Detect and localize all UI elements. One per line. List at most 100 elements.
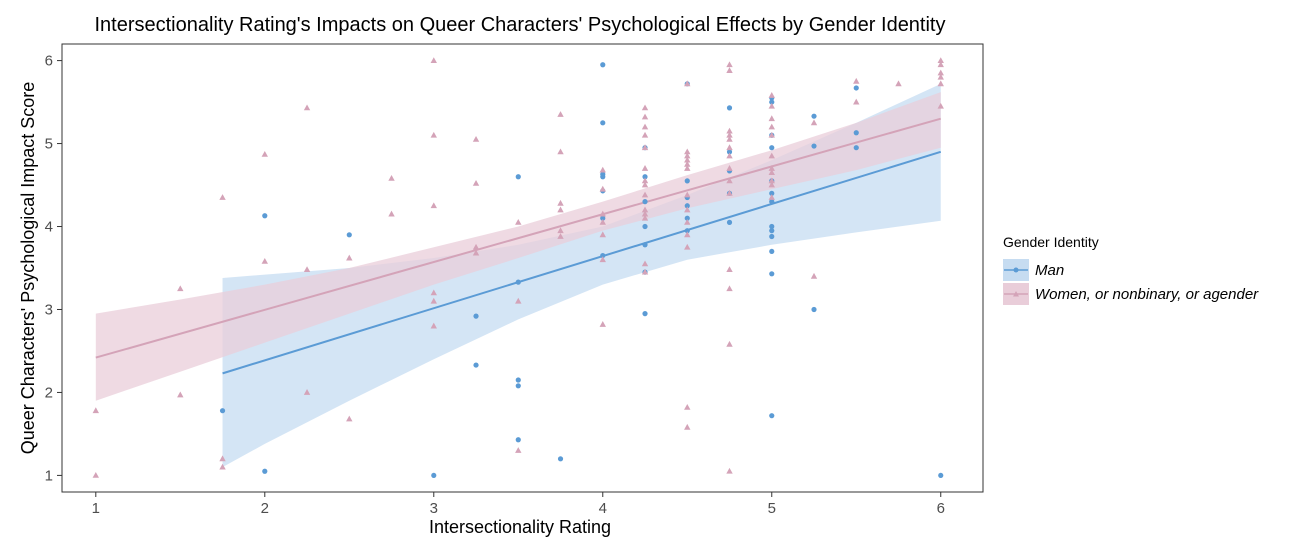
chart-title: Intersectionality Rating's Impacts on Qu… [94,14,946,36]
confidence-band-women-nonbinary-agender [95,92,941,401]
data-point-man [600,120,606,126]
data-point-women-nonbinary-agender [599,256,606,263]
data-point-man [853,145,859,151]
data-point-man [853,85,859,91]
legend: Gender Identity Man Women, or nonbinary,… [1003,234,1258,306]
data-point-women-nonbinary-agender [937,102,944,109]
data-point-man [769,145,775,151]
data-point-women-nonbinary-agender [641,123,649,130]
data-point-women-nonbinary-agender [684,191,691,198]
data-point-women-nonbinary-agender [937,69,944,76]
legend-title: Gender Identity [1003,234,1099,250]
data-point-women-nonbinary-agender [810,272,818,279]
trend-line-man [222,150,942,375]
data-point-man [811,113,817,119]
data-point-man [811,143,817,149]
data-point-women-nonbinary-agender [684,403,691,410]
data-point-women-nonbinary-agender [346,254,353,261]
data-point-women-nonbinary-agender [641,104,649,111]
data-point-man [769,199,775,205]
data-point-women-nonbinary-agender [599,321,606,327]
legend-key-man [1003,259,1029,281]
data-point-women-nonbinary-agender [937,73,944,80]
data-point-women-nonbinary-agender [472,243,480,250]
legend-item-women-nonbinary-agender: Women, or nonbinary, or agender [1003,282,1258,306]
data-point-women-nonbinary-agender [641,214,649,221]
data-point-women-nonbinary-agender [641,260,649,267]
data-point-women-nonbinary-agender [92,472,99,478]
data-point-women-nonbinary-agender [726,67,733,73]
data-point-man [684,178,690,184]
data-point-women-nonbinary-agender [261,257,268,264]
data-point-women-nonbinary-agender [472,179,480,186]
data-point-man [726,105,733,111]
data-point-women-nonbinary-agender [684,80,691,87]
data-point-women-nonbinary-agender [303,104,311,111]
data-point-women-nonbinary-agender [430,131,437,138]
data-point-women-nonbinary-agender [219,463,226,470]
data-point-man [769,271,775,277]
x-tick-label: 6 [937,500,945,517]
data-point-women-nonbinary-agender [684,206,691,213]
data-point-man [726,219,733,225]
data-point-women-nonbinary-agender [937,80,944,87]
data-point-women-nonbinary-agender [726,189,733,196]
data-point-man [600,62,606,68]
data-point-women-nonbinary-agender [515,447,522,453]
data-point-man [515,383,521,389]
data-point-women-nonbinary-agender [684,160,691,167]
data-point-man [557,456,564,462]
data-point-women-nonbinary-agender [726,136,733,142]
data-point-women-nonbinary-agender [937,61,944,68]
x-tick-label: 3 [430,500,438,517]
data-point-man [769,233,775,240]
data-point-women-nonbinary-agender [557,206,564,213]
data-point-man [219,408,226,414]
data-point-man [642,174,648,180]
data-point-women-nonbinary-agender [599,231,606,238]
data-point-man [600,252,606,259]
data-point-man [769,99,775,105]
data-point-man [431,472,437,479]
data-point-women-nonbinary-agender [430,289,437,296]
data-point-women-nonbinary-agender [684,165,691,171]
data-point-man [262,213,268,219]
data-point-man [262,468,268,474]
data-point-women-nonbinary-agender [726,340,733,347]
data-point-women-nonbinary-agender [684,218,691,225]
data-point-women-nonbinary-agender [726,177,733,184]
y-tick-label: 4 [45,219,53,236]
data-point-man [600,215,606,221]
data-point-women-nonbinary-agender [430,57,437,63]
data-point-women-nonbinary-agender [768,92,775,98]
data-point-women-nonbinary-agender [853,98,860,105]
data-point-women-nonbinary-agender [726,266,733,273]
data-point-women-nonbinary-agender [768,152,775,159]
data-point-man [938,472,944,479]
data-point-women-nonbinary-agender [472,136,480,142]
data-point-man [769,223,775,230]
data-point-women-nonbinary-agender [557,199,564,206]
data-point-women-nonbinary-agender [726,285,733,292]
data-point-women-nonbinary-agender [346,415,353,422]
data-point-women-nonbinary-agender [684,148,691,155]
data-point-women-nonbinary-agender [726,131,733,138]
data-point-man [684,215,690,221]
data-point-women-nonbinary-agender [768,169,775,175]
x-tick-label: 4 [599,500,607,517]
data-point-women-nonbinary-agender [430,297,437,304]
data-point-women-nonbinary-agender [557,148,564,155]
data-point-women-nonbinary-agender [684,156,691,163]
data-point-women-nonbinary-agender [599,185,606,192]
data-point-women-nonbinary-agender [810,119,818,126]
data-point-women-nonbinary-agender [599,210,606,217]
legend-key-women-nonbinary-agender [1003,283,1029,305]
data-point-man [769,228,775,234]
data-point-women-nonbinary-agender [853,77,860,84]
data-point-women-nonbinary-agender [768,102,775,109]
data-point-women-nonbinary-agender [684,231,691,238]
data-point-women-nonbinary-agender [726,467,733,474]
data-point-women-nonbinary-agender [726,127,733,134]
data-point-women-nonbinary-agender [177,285,184,292]
data-point-women-nonbinary-agender [726,144,733,151]
